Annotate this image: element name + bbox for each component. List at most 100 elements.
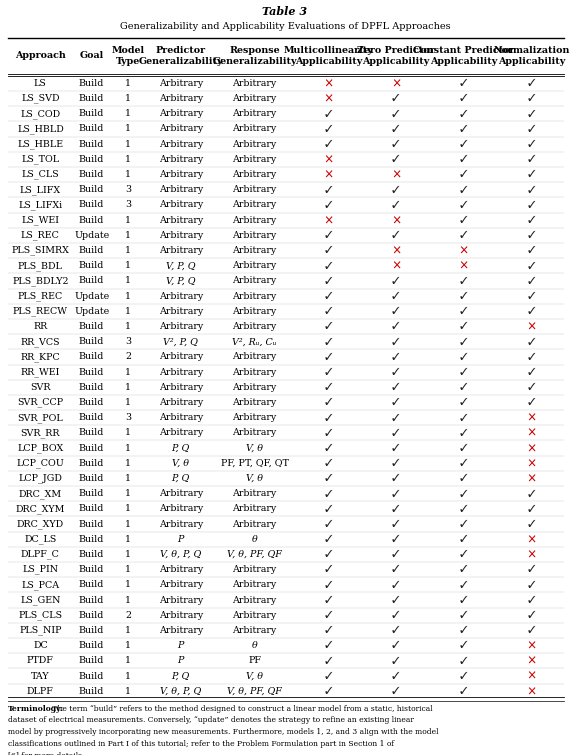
Text: Arbitrary: Arbitrary	[233, 246, 276, 255]
Text: ×: ×	[324, 93, 332, 105]
Text: ✓: ✓	[528, 580, 536, 590]
Text: 1: 1	[125, 581, 131, 590]
Text: ✓: ✓	[460, 170, 468, 180]
Text: Arbitrary: Arbitrary	[233, 626, 276, 635]
Text: ✓: ✓	[528, 79, 536, 88]
Text: SVR_POL: SVR_POL	[18, 413, 63, 423]
Text: LCP_COU: LCP_COU	[17, 458, 64, 468]
Text: 3: 3	[125, 185, 131, 194]
Text: 1: 1	[125, 307, 131, 316]
Text: 1: 1	[125, 140, 131, 149]
Text: Arbitrary: Arbitrary	[158, 140, 203, 149]
Text: Arbitrary: Arbitrary	[233, 109, 276, 119]
Text: 1: 1	[125, 216, 131, 225]
Text: 1: 1	[125, 656, 131, 665]
Text: ✓: ✓	[392, 383, 400, 392]
Text: Build: Build	[79, 216, 104, 225]
Text: 1: 1	[125, 641, 131, 650]
Text: LS_SVD: LS_SVD	[21, 94, 60, 103]
Text: ✓: ✓	[528, 383, 536, 392]
Text: ✓: ✓	[460, 626, 468, 635]
Text: Arbitrary: Arbitrary	[158, 185, 203, 194]
Text: ✓: ✓	[324, 245, 332, 255]
Text: ✓: ✓	[528, 626, 536, 635]
Text: 1: 1	[125, 444, 131, 452]
Text: ×: ×	[392, 78, 400, 89]
Text: ✓: ✓	[460, 276, 468, 285]
Text: V, θ: V, θ	[246, 671, 263, 680]
Text: ✓: ✓	[460, 488, 468, 498]
Text: LS: LS	[34, 79, 47, 88]
Text: Build: Build	[79, 398, 104, 407]
Text: ✓: ✓	[324, 473, 332, 483]
Text: ✓: ✓	[324, 307, 332, 316]
Text: ✓: ✓	[392, 140, 400, 149]
Text: 1: 1	[125, 671, 131, 680]
Text: Arbitrary: Arbitrary	[233, 216, 276, 225]
Text: Arbitrary: Arbitrary	[158, 596, 203, 605]
Text: 2: 2	[125, 353, 131, 362]
Text: ×: ×	[392, 214, 400, 226]
Text: ✓: ✓	[460, 140, 468, 149]
Text: ✓: ✓	[528, 109, 536, 119]
Text: ×: ×	[460, 260, 468, 272]
Text: ✓: ✓	[324, 610, 332, 620]
Text: ✓: ✓	[460, 641, 468, 651]
Text: ✓: ✓	[392, 626, 400, 635]
Text: ✓: ✓	[460, 307, 468, 316]
Text: Build: Build	[79, 565, 104, 574]
Text: ✓: ✓	[528, 337, 536, 347]
Text: Arbitrary: Arbitrary	[233, 140, 276, 149]
Text: PF, PT, QF, QT: PF, PT, QF, QT	[221, 459, 288, 468]
Text: ✓: ✓	[392, 337, 400, 347]
Text: ✓: ✓	[460, 215, 468, 225]
Text: Table 3: Table 3	[262, 6, 308, 17]
Text: Arbitrary: Arbitrary	[233, 596, 276, 605]
Text: ✓: ✓	[528, 352, 536, 362]
Text: ✓: ✓	[392, 291, 400, 301]
Text: Build: Build	[79, 353, 104, 362]
Text: ✓: ✓	[324, 261, 332, 270]
Text: Arbitrary: Arbitrary	[233, 398, 276, 407]
Text: ×: ×	[392, 168, 400, 180]
Text: Arbitrary: Arbitrary	[158, 291, 203, 300]
Text: ✓: ✓	[324, 124, 332, 134]
Text: Build: Build	[79, 337, 104, 347]
Text: Approach: Approach	[15, 51, 66, 60]
Text: ×: ×	[527, 533, 536, 545]
Text: ✓: ✓	[460, 595, 468, 605]
Text: ✓: ✓	[324, 383, 332, 392]
Text: P, Q: P, Q	[172, 474, 190, 483]
Text: ✓: ✓	[324, 595, 332, 605]
Text: Build: Build	[79, 276, 104, 285]
Text: 1: 1	[125, 535, 131, 544]
Text: Arbitrary: Arbitrary	[233, 353, 276, 362]
Text: LS_PIN: LS_PIN	[22, 565, 59, 575]
Text: ×: ×	[527, 639, 536, 652]
Text: ✓: ✓	[460, 565, 468, 575]
Text: 1: 1	[125, 109, 131, 119]
Text: ✓: ✓	[324, 686, 332, 696]
Text: Build: Build	[79, 656, 104, 665]
Text: ✓: ✓	[460, 79, 468, 88]
Text: Arbitrary: Arbitrary	[233, 185, 276, 194]
Text: ✓: ✓	[392, 124, 400, 134]
Text: Arbitrary: Arbitrary	[158, 398, 203, 407]
Text: PLS_CLS: PLS_CLS	[18, 610, 63, 620]
Text: DRC_XYM: DRC_XYM	[16, 504, 65, 513]
Text: Build: Build	[79, 519, 104, 528]
Text: Build: Build	[79, 261, 104, 270]
Text: ✓: ✓	[528, 155, 536, 164]
Text: ×: ×	[324, 214, 332, 226]
Text: 1: 1	[125, 428, 131, 437]
Text: ✓: ✓	[392, 109, 400, 119]
Text: ✓: ✓	[460, 383, 468, 392]
Text: P: P	[177, 656, 184, 665]
Text: Arbitrary: Arbitrary	[158, 581, 203, 590]
Text: 1: 1	[125, 504, 131, 513]
Text: 1: 1	[125, 261, 131, 270]
Text: Build: Build	[79, 550, 104, 559]
Text: Build: Build	[79, 94, 104, 103]
Text: ✓: ✓	[392, 352, 400, 362]
Text: ✓: ✓	[392, 413, 400, 423]
